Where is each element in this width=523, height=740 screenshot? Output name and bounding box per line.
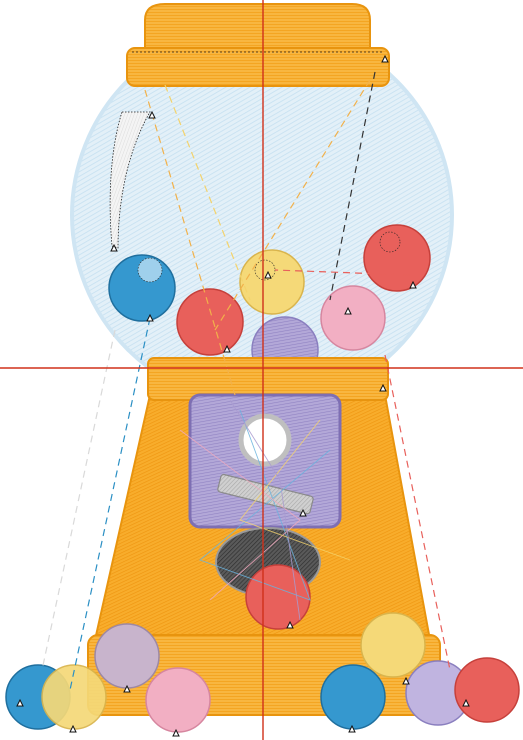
gumball-floor-pink	[145, 667, 211, 733]
gumball-floor-blue-right	[320, 664, 386, 730]
needle-markers	[16, 54, 470, 737]
gumball-floor-mauve	[94, 623, 160, 689]
floor-gumballs	[5, 612, 520, 733]
jump-stitches	[41, 71, 451, 691]
gumball-floor-yellow	[360, 612, 426, 678]
globe-highlight	[109, 111, 151, 249]
gumball-floor-red	[454, 657, 520, 723]
gumball-floor-yellow-left	[41, 664, 107, 730]
coin-panel	[188, 393, 342, 529]
cap-rim	[126, 47, 390, 87]
coin-knob	[238, 413, 292, 467]
running-stitches	[179, 399, 351, 621]
gumball-pink	[320, 285, 386, 351]
gumball-red	[176, 288, 244, 356]
cap	[126, 3, 390, 87]
gumball-yellow	[239, 249, 305, 315]
